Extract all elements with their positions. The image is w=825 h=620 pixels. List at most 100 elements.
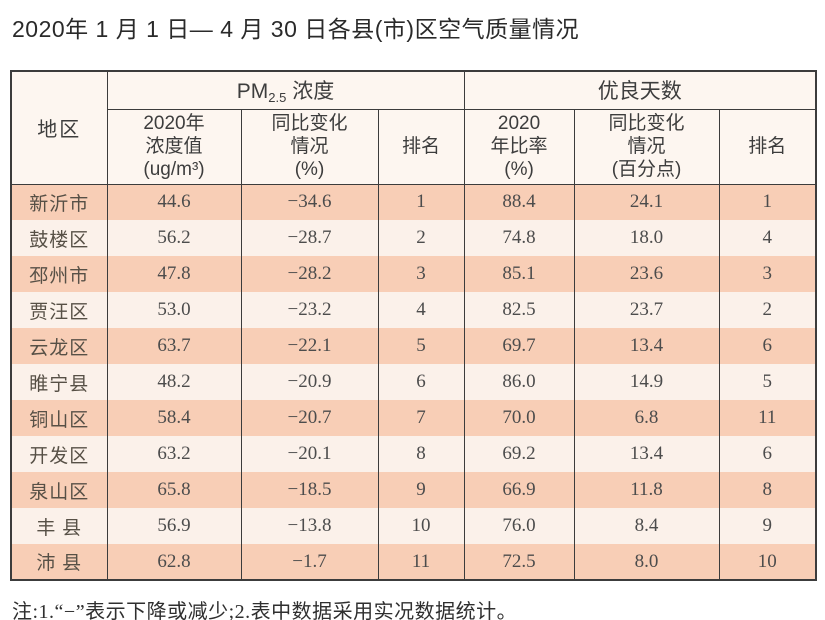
cell-region: 贾汪区 — [10, 292, 108, 328]
cell-pm_value: 62.8 — [106, 544, 242, 580]
cell-region: 铜山区 — [10, 400, 108, 436]
cell-region: 丰 县 — [10, 508, 108, 544]
cell-pm_change: −20.1 — [240, 436, 379, 472]
cell-days_change: 13.4 — [573, 328, 720, 364]
cell-pm_rank: 9 — [377, 472, 465, 508]
cell-region: 新沂市 — [10, 184, 108, 220]
cell-region: 泉山区 — [10, 472, 108, 508]
cell-region: 沛 县 — [10, 544, 108, 580]
cell-days_rank: 3 — [718, 256, 817, 292]
cell-pm_value: 56.2 — [106, 220, 242, 256]
header-group-row: 地区 PM2.5 浓度 优良天数 — [10, 71, 817, 185]
cell-pm_rank: 5 — [377, 328, 465, 364]
cell-pm_rank: 6 — [377, 364, 465, 400]
cell-days_change: 11.8 — [573, 472, 720, 508]
cell-region: 睢宁县 — [10, 364, 108, 400]
cell-pm_value: 63.7 — [106, 328, 242, 364]
cell-days_ratio: 72.5 — [463, 544, 575, 580]
column-group-good-days: 优良天数 — [463, 71, 817, 110]
column-header-pm-value: 2020年 浓度值 (ug/m³) — [106, 109, 242, 185]
cell-pm_change: −20.9 — [240, 364, 379, 400]
header-line: (ug/m³) — [143, 159, 205, 181]
cell-days_ratio: 86.0 — [463, 364, 575, 400]
column-group-pm25: PM2.5 浓度 — [106, 71, 465, 110]
cell-days_ratio: 88.4 — [463, 184, 575, 220]
cell-days_change: 14.9 — [573, 364, 720, 400]
cell-days_ratio: 69.2 — [463, 436, 575, 472]
pm25-label-rest: 浓度 — [286, 80, 335, 104]
cell-pm_value: 63.2 — [106, 436, 242, 472]
column-header-days-rank: 排名 — [718, 109, 817, 185]
cell-pm_change: −22.1 — [240, 328, 379, 364]
table-row: 泉山区 65.8 −18.5 9 66.9 11.8 8 — [10, 472, 817, 508]
header-line: 同比变化 — [271, 112, 348, 134]
cell-pm_rank: 2 — [377, 220, 465, 256]
cell-days_change: 24.1 — [573, 184, 720, 220]
cell-days_change: 13.4 — [573, 436, 720, 472]
cell-pm_change: −28.7 — [240, 220, 379, 256]
cell-region: 云龙区 — [10, 328, 108, 364]
cell-days_rank: 11 — [718, 400, 817, 436]
cell-days_change: 23.6 — [573, 256, 720, 292]
cell-days_rank: 4 — [718, 220, 817, 256]
cell-pm_change: −34.6 — [240, 184, 379, 220]
table-row: 云龙区 63.7 −22.1 5 69.7 13.4 6 — [10, 328, 817, 364]
cell-pm_rank: 7 — [377, 400, 465, 436]
pm25-subscript: 2.5 — [268, 90, 287, 106]
header-line: 年比率 — [490, 135, 548, 157]
cell-days_rank: 8 — [718, 472, 817, 508]
table-row: 沛 县 62.8 −1.7 11 72.5 8.0 10 — [10, 544, 817, 580]
header-line: 情况 — [627, 135, 666, 157]
cell-days_rank: 6 — [718, 436, 817, 472]
cell-region: 鼓楼区 — [10, 220, 108, 256]
table-row: 开发区 63.2 −20.1 8 69.2 13.4 6 — [10, 436, 817, 472]
cell-days_ratio: 69.7 — [463, 328, 575, 364]
column-header-pm-change: 同比变化 情况 (%) — [240, 109, 379, 185]
cell-days_rank: 5 — [718, 364, 817, 400]
cell-days_ratio: 82.5 — [463, 292, 575, 328]
header-line: 情况 — [290, 135, 329, 157]
page-title: 2020年 1 月 1 日— 4 月 30 日各县(市)区空气质量情况 — [12, 16, 580, 42]
header-line: 同比变化 — [608, 112, 685, 134]
cell-days_ratio: 74.8 — [463, 220, 575, 256]
cell-days_rank: 1 — [718, 184, 817, 220]
header-line: (百分点) — [611, 159, 682, 181]
cell-pm_value: 47.8 — [106, 256, 242, 292]
table-row: 睢宁县 48.2 −20.9 6 86.0 14.9 5 — [10, 364, 817, 400]
table-row: 邳州市 47.8 −28.2 3 85.1 23.6 3 — [10, 256, 817, 292]
cell-region: 邳州市 — [10, 256, 108, 292]
table-row: 丰 县 56.9 −13.8 10 76.0 8.4 9 — [10, 508, 817, 544]
cell-days_rank: 9 — [718, 508, 817, 544]
cell-days_change: 8.0 — [573, 544, 720, 580]
cell-pm_rank: 10 — [377, 508, 465, 544]
table-row: 铜山区 58.4 −20.7 7 70.0 6.8 11 — [10, 400, 817, 436]
cell-days_rank: 2 — [718, 292, 817, 328]
cell-pm_change: −1.7 — [240, 544, 379, 580]
cell-pm_rank: 1 — [377, 184, 465, 220]
footnote: 注:1.“−”表示下降或减少;2.表中数据采用实况数据统计。 — [12, 601, 518, 620]
table-row: 新沂市 44.6 −34.6 1 88.4 24.1 1 — [10, 184, 817, 220]
column-header-days-change: 同比变化 情况 (百分点) — [573, 109, 720, 185]
table-body: 新沂市 44.6 −34.6 1 88.4 24.1 1 鼓楼区 56.2 −28.7 2 74.8 1… — [10, 184, 817, 580]
header-line: (%) — [294, 159, 325, 181]
cell-pm_value: 56.9 — [106, 508, 242, 544]
cell-pm_rank: 4 — [377, 292, 465, 328]
cell-days_ratio: 85.1 — [463, 256, 575, 292]
cell-pm_value: 48.2 — [106, 364, 242, 400]
cell-pm_value: 53.0 — [106, 292, 242, 328]
cell-pm_change: −18.5 — [240, 472, 379, 508]
header-line: (%) — [504, 159, 534, 181]
table-row: 贾汪区 53.0 −23.2 4 82.5 23.7 2 — [10, 292, 817, 328]
cell-pm_change: −20.7 — [240, 400, 379, 436]
pm25-label: PM — [236, 80, 269, 104]
cell-days_rank: 6 — [718, 328, 817, 364]
cell-pm_value: 65.8 — [106, 472, 242, 508]
cell-days_ratio: 76.0 — [463, 508, 575, 544]
table-header: 地区 PM2.5 浓度 优良天数 2020年 浓度值 (ug/m³) 同比变化 … — [10, 71, 817, 185]
cell-pm_value: 58.4 — [106, 400, 242, 436]
header-line: 浓度值 — [145, 135, 203, 157]
table-row: 鼓楼区 56.2 −28.7 2 74.8 18.0 4 — [10, 220, 817, 256]
air-quality-table: 地区 PM2.5 浓度 优良天数 2020年 浓度值 (ug/m³) 同比变化 … — [10, 70, 818, 581]
cell-days_rank: 10 — [718, 544, 817, 580]
